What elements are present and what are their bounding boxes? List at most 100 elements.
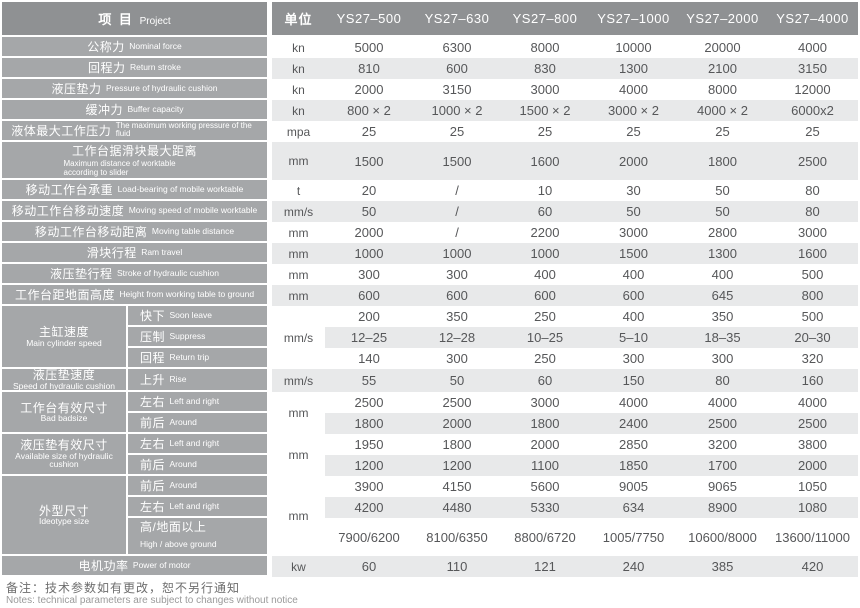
value-cell: 1600 xyxy=(501,142,589,180)
value-cell: 3000 xyxy=(530,395,560,411)
value-cell: 1800 xyxy=(678,142,767,180)
sub-label: 快下 Soon leave xyxy=(128,306,272,327)
unit-cell-merged: mm/s xyxy=(272,306,325,369)
group-label: 工作台有效尺寸 Bad badsize xyxy=(2,392,128,435)
row-label: 液压垫行程 Stroke of hydraulic cushion xyxy=(2,264,272,285)
value-cell: 800 × 2 xyxy=(325,100,413,121)
value-cell: 2500 xyxy=(442,395,472,411)
value-cell: 420 xyxy=(767,556,858,578)
sub-label-en: Rise xyxy=(169,373,187,384)
unit-cell: t xyxy=(296,183,301,198)
value-cell: 50 xyxy=(678,201,767,222)
value-cell: 4200 xyxy=(325,497,413,519)
unit-cell-merged: mm xyxy=(272,392,325,435)
unit-cell-merged: mm xyxy=(272,476,325,557)
sub-label-zh: 左右 xyxy=(140,499,166,514)
value-cell: 6300 xyxy=(442,40,472,55)
value-cell: 3900 xyxy=(354,479,384,495)
table-row: 主缸速度 Main cylinder speed 快下 Soon leave mm/s… xyxy=(2,306,858,369)
row-label: 公称力 Nominal force xyxy=(2,37,272,58)
table-row: 回程 Return trip 140 300 250 300 300 320 xyxy=(2,348,858,369)
sub-label: 左右 Left and right xyxy=(128,392,272,414)
value-cell: 20 xyxy=(361,183,377,198)
value-cell: 385 xyxy=(678,556,767,578)
unit-cell: kn xyxy=(272,100,325,121)
table-row: 滑块行程 Ram travel mm 1000 1000 1000 1500 1300 160… xyxy=(2,243,858,264)
row-label-en: Return stroke xyxy=(129,61,181,72)
col-header-model: YS27–800 xyxy=(501,2,589,37)
row-label: 工作台距地面高度 Height from working table to gr… xyxy=(2,285,272,306)
value-cell: 4000 xyxy=(708,395,737,411)
table-row: 公称力 Nominal force kn 5000 6300 8000 10000 2000… xyxy=(2,37,858,58)
value-cell: 60 xyxy=(325,556,413,578)
sub-label-zh: 前后 xyxy=(140,415,166,430)
value-cell: 12–28 xyxy=(413,327,501,348)
row-label-zh: 电机功率 xyxy=(78,558,129,573)
sub-label-zh: 回程 xyxy=(140,350,166,365)
table-row: 电机功率 Power of motor kw 60 110 121 240 385 420 xyxy=(2,556,858,578)
table-row: 缓冲力 Buffer capacity kn 800 × 2 1000 × 2 1500… xyxy=(2,100,858,121)
value-cell: 1080 xyxy=(767,497,858,519)
value-cell: 1800 xyxy=(501,413,589,435)
value-cell: 1100 xyxy=(501,455,589,477)
value-cell: 2000 xyxy=(589,142,678,180)
group-label: 液压垫有效尺寸 Available size of hydraulic cushi… xyxy=(2,434,128,477)
value-cell: 600 xyxy=(413,58,501,79)
row-label-en: Moving table distance xyxy=(151,225,235,236)
value-cell: 7900/6200 xyxy=(338,529,400,545)
value-cell: 400 xyxy=(622,267,645,282)
row-label: 液压垫力 Pressure of hydraulic cushion xyxy=(2,79,272,100)
table-row: 工作台距地面高度 Height from working table to gr… xyxy=(2,285,858,306)
value-cell: 5330 xyxy=(501,497,589,519)
group-label-en: Bad badsize xyxy=(40,413,88,424)
sub-label-en: Left and right xyxy=(169,395,220,406)
sub-label: 高/地面以上 High / above ground xyxy=(128,518,272,557)
table-row: 移动工作台移动距离 Moving table distance mm 2000 / 22… xyxy=(2,222,858,243)
value-cell: 300 xyxy=(711,351,734,366)
value-cell: 300 xyxy=(446,351,468,366)
value-cell: 2000 xyxy=(767,455,858,477)
notes-en: Notes: technical parameters are subject … xyxy=(6,595,298,607)
col-header-unit: 单位 xyxy=(272,2,325,37)
sub-label-en: High / above ground xyxy=(140,539,217,550)
value-cell: 1600 xyxy=(767,243,858,264)
table-row: 高/地面以上 High / above ground 7900/6200 8100/… xyxy=(2,518,858,557)
value-cell: 1500 xyxy=(325,142,413,180)
value-cell: 1000 xyxy=(501,243,589,264)
sub-label: 上升 Rise xyxy=(128,369,272,393)
value-cell: 600 xyxy=(501,285,589,306)
unit-cell-merged: mm xyxy=(272,434,325,477)
value-cell: 2500 xyxy=(767,142,858,180)
sub-label-en: Around xyxy=(169,458,197,469)
value-cell: 1950 xyxy=(354,437,384,453)
value-cell: 8800/6720 xyxy=(514,529,576,545)
value-cell: 3000 xyxy=(530,82,560,97)
table-row: 前后 Around 1800 2000 1800 2400 2500 2500 xyxy=(2,413,858,435)
col-header-model: YS27–4000 xyxy=(767,2,858,37)
unit-cell: mm/s xyxy=(272,369,325,393)
value-cell: 1700 xyxy=(678,455,767,477)
value-cell: 3000 xyxy=(619,225,648,240)
group-label-en: Ideotype size xyxy=(38,516,90,527)
sub-label-en: Around xyxy=(169,416,197,427)
value-cell: 3000 xyxy=(798,225,827,240)
value-cell: 1800 xyxy=(442,437,472,453)
value-cell: 1300 xyxy=(678,243,767,264)
value-cell: 400 xyxy=(622,309,645,324)
value-cell: 80 xyxy=(767,201,858,222)
row-label-en: Maximum distance of worktable according … xyxy=(63,159,176,177)
row-label: 缓冲力 Buffer capacity xyxy=(2,100,272,121)
value-cell: 25 xyxy=(805,124,820,139)
value-cell: 50 xyxy=(715,183,730,198)
value-cell: 8000 xyxy=(708,82,737,97)
table-row: 移动工作台承重 Load-bearing of mobile worktable… xyxy=(2,180,858,201)
table-row: 液压垫行程 Stroke of hydraulic cushion mm 300 30… xyxy=(2,264,858,285)
value-cell: 400 xyxy=(534,267,556,282)
value-cell: 1800 xyxy=(325,413,413,435)
value-cell: 5600 xyxy=(530,479,560,495)
value-cell: 5–10 xyxy=(589,327,678,348)
row-label: 工作台据滑块最大距离 Maximum distance of worktable… xyxy=(2,142,272,180)
value-cell: 60 xyxy=(501,369,589,393)
unit-cell: mm xyxy=(272,243,325,264)
col-header-project: 项 目 Project xyxy=(2,2,272,37)
